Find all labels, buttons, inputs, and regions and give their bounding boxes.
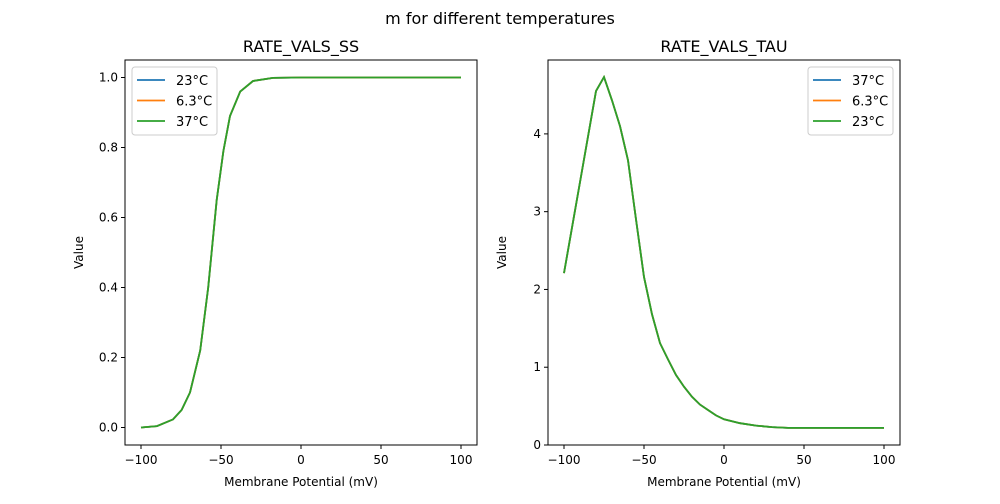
x-tick-label: 100 xyxy=(873,453,896,467)
x-tick-label: 100 xyxy=(450,453,473,467)
legend: 23°C 6.3°C 37°C xyxy=(131,66,218,136)
x-tick-label: −50 xyxy=(208,453,233,467)
x-tick-label: 50 xyxy=(796,453,811,467)
y-axis-label: Value xyxy=(72,236,86,269)
y-tick-label: 0.4 xyxy=(99,281,118,295)
y-tick-label: 3 xyxy=(533,205,541,219)
legend-box xyxy=(131,66,218,136)
subplot-title: RATE_VALS_SS xyxy=(243,37,359,57)
legend-label: 37°C xyxy=(852,74,884,89)
subplot-1: RATE_VALS_SS −100 −50 0 50 100 0.0 0.2 0.4 0.6 0.8… xyxy=(72,37,478,489)
x-tick-label: −100 xyxy=(125,453,158,467)
y-tick-label: 4 xyxy=(533,127,541,141)
x-tick-label: −50 xyxy=(631,453,656,467)
x-tick-label: 50 xyxy=(373,453,388,467)
legend-label: 23°C xyxy=(176,74,208,89)
x-tick-label: 0 xyxy=(297,453,305,467)
y-tick-label: 0 xyxy=(533,438,541,452)
y-tick-label: 0.0 xyxy=(99,421,118,435)
x-axis-label: Membrane Potential (mV) xyxy=(224,475,378,489)
legend-label: 6.3°C xyxy=(176,95,212,110)
legend-label: 6.3°C xyxy=(852,95,888,110)
figure-title: m for different temperatures xyxy=(385,9,615,28)
y-tick-label: 1.0 xyxy=(99,71,118,85)
series-line-37C xyxy=(140,76,461,429)
x-tick-label: −100 xyxy=(548,453,581,467)
series-line-23C xyxy=(563,74,884,429)
y-tick-label: 0.2 xyxy=(99,351,118,365)
y-axis-label: Value xyxy=(495,236,509,269)
y-tick-label: 2 xyxy=(533,282,541,296)
legend-box xyxy=(807,66,894,136)
y-tick-label: 1 xyxy=(533,360,541,374)
y-tick-label: 0.8 xyxy=(99,141,118,155)
x-axis-label: Membrane Potential (mV) xyxy=(647,475,801,489)
subplot-2: RATE_VALS_TAU −100 −50 0 50 100 0 1 2 3 4 Membrane … xyxy=(495,37,901,489)
legend-label: 37°C xyxy=(176,115,208,130)
legend: 37°C 6.3°C 23°C xyxy=(807,66,894,136)
y-tick-label: 0.6 xyxy=(99,211,118,225)
x-tick-label: 0 xyxy=(720,453,728,467)
subplot-title: RATE_VALS_TAU xyxy=(660,37,787,57)
legend-label: 23°C xyxy=(852,115,884,130)
